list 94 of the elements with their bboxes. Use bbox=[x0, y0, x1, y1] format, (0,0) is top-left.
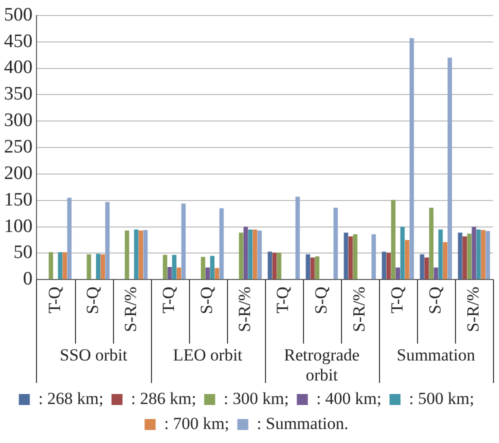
x-tick-label: T-Q bbox=[273, 286, 292, 314]
text: LEO orbit bbox=[172, 346, 243, 365]
bar bbox=[143, 230, 148, 280]
bar bbox=[472, 226, 476, 280]
bar bbox=[248, 229, 253, 280]
legend-label: : Summation. bbox=[256, 414, 348, 433]
bar bbox=[481, 230, 486, 280]
y-tick-label: 150 bbox=[4, 189, 32, 210]
bar bbox=[244, 226, 248, 280]
bar bbox=[344, 232, 348, 280]
bar bbox=[200, 256, 206, 280]
bar bbox=[400, 226, 405, 280]
bar bbox=[176, 268, 182, 280]
bar bbox=[306, 254, 310, 280]
text: SSO orbit bbox=[60, 346, 128, 365]
bar bbox=[67, 198, 72, 280]
x-tick-label: S-Q bbox=[425, 286, 444, 314]
bar bbox=[467, 234, 472, 280]
bar bbox=[162, 254, 168, 280]
bar bbox=[172, 254, 176, 280]
y-tick-label: 250 bbox=[4, 136, 32, 158]
bar bbox=[124, 230, 130, 280]
legend-label: : 400 km; bbox=[316, 388, 382, 408]
y-tick-label: 500 bbox=[4, 4, 32, 26]
bar bbox=[276, 252, 282, 280]
bar bbox=[333, 208, 338, 280]
legend-label: : 286 km; bbox=[130, 388, 196, 408]
bar bbox=[372, 234, 376, 280]
legend-label: : 700 km; bbox=[164, 414, 230, 433]
bar bbox=[448, 58, 452, 280]
bar bbox=[219, 208, 224, 280]
y-tick-label: 350 bbox=[4, 84, 32, 105]
bar bbox=[48, 252, 54, 280]
bar bbox=[429, 208, 434, 280]
y-tick-label: 100 bbox=[4, 216, 32, 237]
bar bbox=[252, 229, 258, 280]
bar bbox=[434, 268, 438, 280]
bar bbox=[167, 266, 172, 280]
y-tick-label: 300 bbox=[4, 110, 32, 132]
bar bbox=[138, 230, 144, 280]
bar bbox=[268, 252, 272, 280]
x-tick-label: T-Q bbox=[387, 286, 406, 314]
bar bbox=[458, 232, 462, 280]
bar bbox=[420, 254, 424, 280]
bar bbox=[257, 230, 262, 280]
bar bbox=[404, 240, 410, 280]
bar bbox=[86, 254, 92, 280]
legend-label: : 300 km; bbox=[224, 388, 289, 408]
x-tick-label: S-R/% bbox=[463, 286, 482, 332]
x-tick-label: S-R/% bbox=[121, 286, 140, 332]
bar bbox=[181, 204, 186, 280]
y-tick-label: 0 bbox=[23, 268, 32, 290]
bar bbox=[272, 252, 277, 280]
x-tick-label: T-Q bbox=[159, 286, 178, 314]
bar bbox=[58, 252, 62, 280]
bar bbox=[315, 256, 320, 280]
bar bbox=[105, 202, 110, 280]
x-tick-label: S-R/% bbox=[349, 286, 368, 332]
bar bbox=[391, 200, 396, 280]
y-tick-label: 50 bbox=[14, 242, 32, 264]
bar bbox=[96, 254, 100, 280]
legend-label: : 500 km; bbox=[409, 388, 474, 408]
bar bbox=[438, 229, 443, 280]
text: Summation bbox=[396, 346, 476, 365]
bar bbox=[476, 229, 481, 280]
bar bbox=[410, 38, 414, 280]
y-tick-label: 200 bbox=[4, 162, 32, 184]
bar bbox=[205, 268, 210, 280]
bar bbox=[310, 257, 315, 280]
bar bbox=[348, 236, 353, 280]
y-tick-label: 400 bbox=[4, 57, 32, 78]
bar bbox=[424, 257, 429, 280]
x-tick-label: S-R/% bbox=[235, 286, 254, 332]
x-tick-label: S-Q bbox=[311, 286, 330, 314]
bar bbox=[210, 256, 214, 280]
bar bbox=[100, 254, 105, 280]
bar bbox=[396, 268, 400, 280]
bar bbox=[353, 234, 358, 280]
bar bbox=[134, 229, 138, 280]
text: Retrograde orbit bbox=[284, 346, 360, 385]
y-tick-label: 450 bbox=[4, 30, 32, 52]
bar bbox=[295, 196, 300, 280]
x-tick-label: T-Q bbox=[44, 286, 64, 314]
x-tick-label: S-Q bbox=[197, 286, 216, 314]
bar bbox=[238, 232, 244, 280]
bar bbox=[382, 252, 386, 280]
bar bbox=[486, 231, 490, 280]
bar bbox=[442, 242, 448, 280]
bar bbox=[386, 252, 391, 280]
bar bbox=[462, 236, 467, 280]
bar bbox=[62, 252, 67, 280]
bar bbox=[214, 268, 220, 280]
legend-label: : 268 km; bbox=[38, 388, 104, 408]
x-tick-label: S-Q bbox=[83, 286, 102, 314]
